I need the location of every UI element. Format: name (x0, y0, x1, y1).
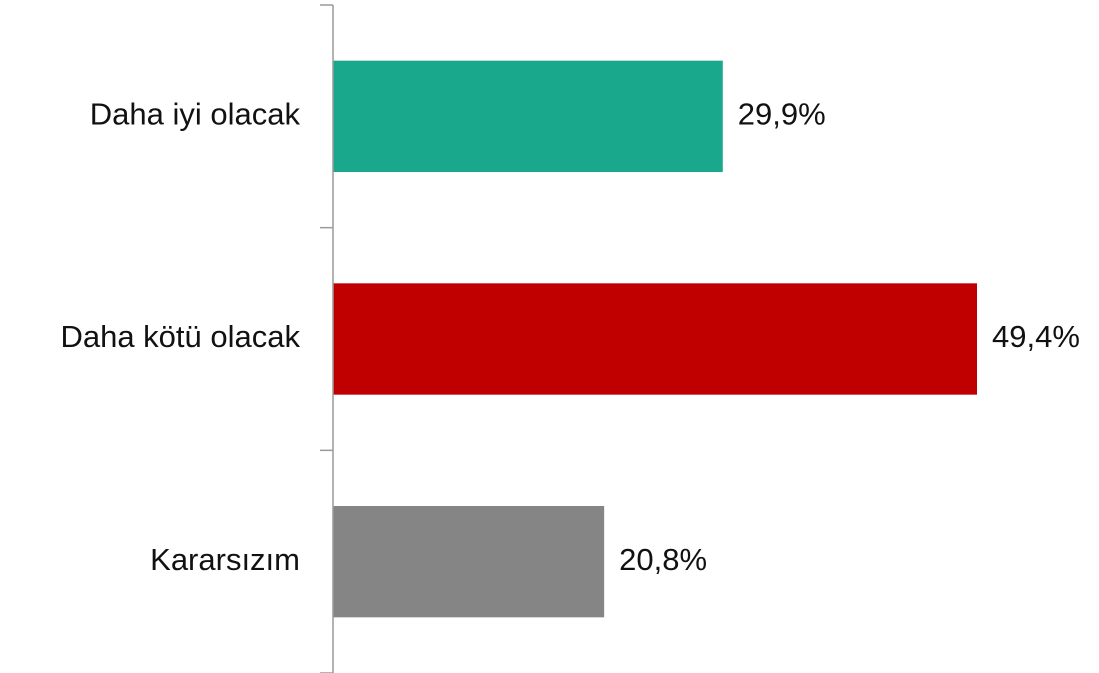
bar (333, 60, 723, 172)
category-label: Daha iyi olacak (90, 97, 301, 132)
value-label: 20,8% (619, 542, 707, 577)
category-label: Daha kötü olacak (60, 319, 300, 354)
bar (333, 283, 977, 395)
category-label: Kararsızım (150, 542, 300, 577)
value-label: 49,4% (992, 319, 1080, 354)
bar (333, 506, 605, 618)
value-label: 29,9% (738, 97, 826, 132)
